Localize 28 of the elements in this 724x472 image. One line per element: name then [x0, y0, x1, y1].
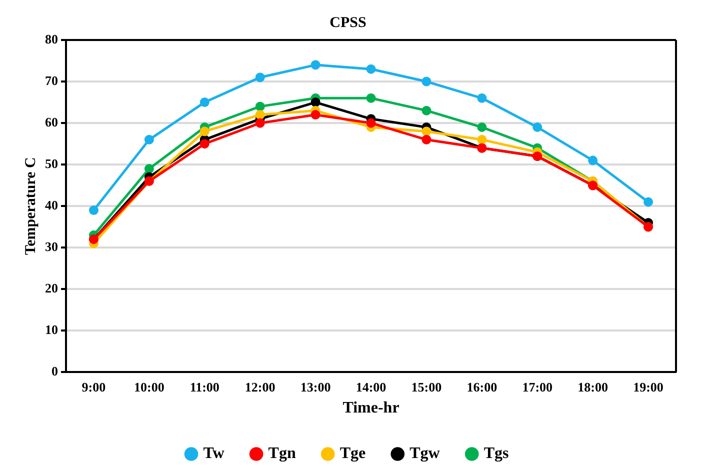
x-tick-label: 10:00: [134, 379, 164, 394]
x-tick-label: 14:00: [356, 379, 386, 394]
x-axis-title: Time-hr: [342, 400, 400, 417]
y-tick-label: 40: [45, 197, 58, 212]
x-tick-label: 9:00: [82, 379, 106, 394]
y-tick-label: 50: [45, 156, 58, 171]
legend-label: Tw: [203, 445, 225, 462]
legend-label: Tgn: [268, 445, 296, 462]
y-tick-label: 60: [45, 114, 58, 130]
y-tick-label: 20: [45, 280, 58, 296]
y-tick-label: 70: [45, 72, 58, 88]
x-tick-label: 13:00: [300, 379, 331, 394]
y-axis-title: Temperature C: [22, 157, 39, 256]
legend-label: Tge: [340, 445, 366, 462]
x-tick-label: 18:00: [578, 379, 608, 394]
legend-label: Tgs: [484, 445, 509, 462]
x-tick-label: 19:00: [633, 379, 664, 394]
x-tick-label: 12:00: [244, 379, 276, 394]
x-tick-label: 17:00: [522, 379, 553, 394]
y-tick-label: 80: [45, 31, 58, 46]
x-tick-label: 15:00: [411, 379, 442, 394]
y-tick-label: 10: [45, 322, 58, 338]
legend-label: Tgw: [410, 445, 440, 462]
y-tick-label: 30: [45, 238, 58, 254]
chart-title: CPSS: [330, 14, 366, 31]
x-tick-label: 11:00: [190, 379, 220, 394]
x-tick-label: 16:00: [466, 379, 498, 394]
y-tick-label: 0: [52, 364, 58, 379]
